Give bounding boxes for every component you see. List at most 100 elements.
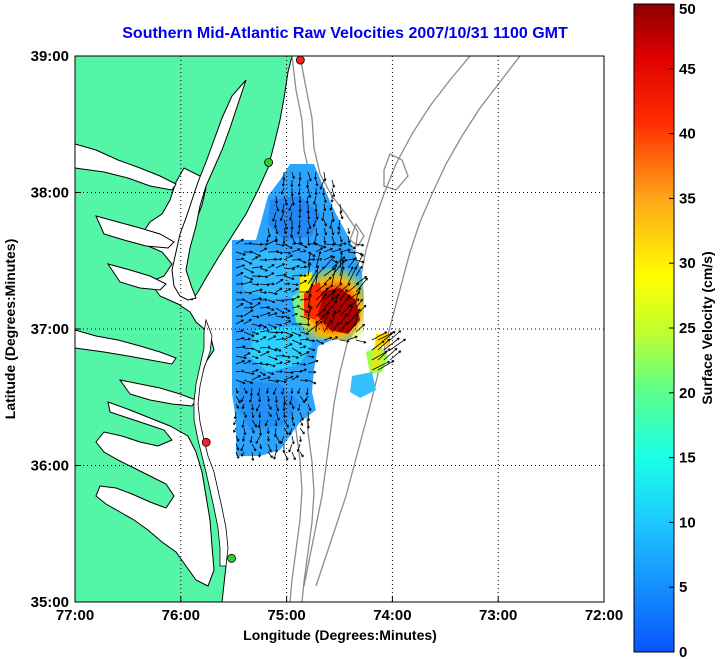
velocity-arrow (339, 289, 348, 301)
velocity-arrow (267, 355, 278, 361)
velocity-arrow (283, 282, 291, 286)
velocity-arrow (235, 319, 244, 325)
velocity-arrow (312, 219, 317, 227)
velocity-arrow (307, 187, 312, 198)
velocity-arrow (347, 257, 357, 269)
velocity-arrow (275, 203, 280, 212)
velocity-arrow (251, 375, 261, 381)
velocity-arrow (257, 387, 261, 396)
velocity-arrow (273, 451, 277, 460)
velocity-arrow (347, 266, 354, 277)
velocity-arrow (267, 227, 271, 238)
velocity-arrow (389, 330, 402, 341)
velocity-arrow (307, 262, 312, 277)
velocity-arrow (297, 227, 301, 235)
velocity-arrow (307, 251, 316, 257)
velocity-arrow (251, 339, 259, 343)
velocity-arrow (291, 403, 295, 410)
velocity-arrow (355, 287, 361, 301)
colorbar-tick-label: 5 (679, 579, 687, 596)
colorbar-tick-label: 50 (679, 1, 696, 18)
velocity-arrow (267, 395, 270, 402)
velocity-arrow (235, 387, 239, 394)
velocity-arrow (275, 403, 280, 412)
velocity-arrow (275, 347, 282, 352)
y-tick-label: 39:00 (31, 48, 69, 65)
velocity-arrow (299, 368, 307, 373)
velocity-arrow (315, 243, 327, 249)
velocity-arrow (296, 443, 301, 452)
velocity-arrow (275, 330, 284, 334)
velocity-arrow (267, 443, 272, 453)
velocity-arrow (243, 318, 252, 325)
velocity-arrow (275, 361, 283, 365)
velocity-arrow (306, 227, 310, 235)
velocity-arrow (283, 227, 287, 235)
colorbar-tick-label: 20 (679, 385, 696, 402)
velocity-arrow (315, 251, 322, 269)
velocity-arrow (283, 451, 289, 461)
velocity-arrow (347, 243, 356, 250)
velocity-arrow (323, 195, 327, 203)
velocity-arrow (307, 283, 314, 301)
velocity-arrow (283, 411, 286, 418)
velocity-arrow (251, 347, 261, 353)
velocity-arrow (275, 370, 283, 374)
velocity-arrow (275, 278, 284, 285)
velocity-arrow (339, 294, 351, 309)
station-marker (295, 56, 305, 65)
x-tick-label: 72:00 (585, 607, 623, 624)
velocity-arrow (307, 355, 315, 359)
velocity-arrow (307, 347, 316, 352)
y-axis: 35:00 36:00 37:00 38:00 39:00 (31, 48, 81, 611)
velocity-arrow (339, 248, 351, 253)
velocity-arrow (243, 337, 251, 341)
velocity-arrow (243, 275, 254, 281)
velocity-arrow (290, 387, 294, 394)
velocity-arrow (291, 312, 298, 317)
velocity-arrow (249, 435, 253, 444)
velocity-arrow (243, 250, 253, 254)
velocity-arrow (259, 323, 267, 329)
velocity-arrow (299, 379, 308, 383)
velocity-arrow (339, 313, 348, 325)
colorbar-tick-label: 10 (679, 514, 696, 531)
velocity-arrow (281, 387, 285, 395)
station-marker (227, 553, 236, 563)
velocity-arrow (275, 273, 287, 277)
velocity-arrow (315, 179, 319, 187)
river-1 (75, 329, 177, 365)
velocity-arrow (315, 293, 327, 309)
velocity-arrow (240, 395, 245, 403)
velocity-arrow (267, 272, 275, 277)
velocity-arrow (275, 323, 283, 327)
velocity-arrow (243, 299, 253, 305)
velocity-arrow (347, 266, 357, 285)
velocity-arrow (305, 195, 309, 204)
velocity-arrow (355, 298, 363, 309)
velocity-arrow (299, 243, 308, 249)
velocity-arrow (275, 307, 285, 314)
velocity-arrow (298, 171, 302, 181)
velocity-arrow (267, 347, 278, 352)
velocity-arrow (235, 282, 244, 286)
velocity-arrow (355, 259, 365, 264)
velocity-arrow (371, 331, 388, 341)
velocity-arrow (323, 319, 332, 333)
velocity-arrow (323, 267, 336, 277)
velocity-arrow (267, 335, 277, 341)
velocity-arrow (251, 288, 263, 293)
bay-inlet-1 (75, 143, 177, 191)
velocity-arrow (315, 227, 319, 237)
velocity-arrow (267, 264, 275, 269)
velocity-arrow (243, 427, 247, 436)
velocity-arrow (283, 243, 293, 249)
velocity-arrow (307, 171, 312, 182)
colorbar (633, 3, 675, 653)
colorbar-tick-label: 15 (679, 450, 696, 467)
velocity-arrow (281, 179, 285, 187)
velocity-arrow (291, 305, 300, 309)
velocity-arrow (235, 303, 244, 309)
velocity-arrow (243, 331, 255, 337)
velocity-arrow (331, 179, 335, 188)
